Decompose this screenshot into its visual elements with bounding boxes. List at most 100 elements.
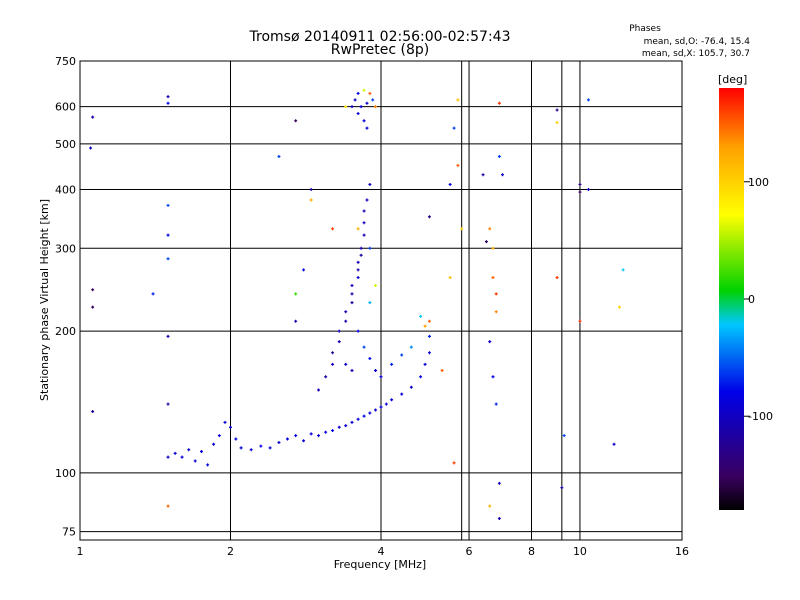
data-point bbox=[368, 411, 372, 415]
data-point bbox=[456, 98, 460, 102]
data-point bbox=[621, 268, 625, 272]
data-point bbox=[91, 305, 95, 309]
data-point bbox=[356, 268, 360, 272]
y-tick-label: 100 bbox=[55, 467, 76, 480]
data-point bbox=[456, 163, 460, 167]
data-point bbox=[365, 198, 369, 202]
data-point bbox=[409, 385, 413, 389]
colorbar-label: [deg] bbox=[718, 73, 747, 86]
y-tick-label: 75 bbox=[62, 526, 76, 539]
y-tick-label: 600 bbox=[55, 101, 76, 114]
data-point bbox=[285, 437, 289, 441]
y-tick-label: 750 bbox=[55, 55, 76, 68]
data-point bbox=[356, 329, 360, 333]
data-point bbox=[488, 227, 492, 231]
data-point bbox=[452, 126, 456, 130]
data-point bbox=[294, 292, 298, 296]
data-point bbox=[259, 444, 263, 448]
chart-subtitle: RwPretec (8p) bbox=[331, 42, 429, 58]
data-point bbox=[362, 414, 366, 418]
data-point bbox=[374, 368, 378, 372]
data-point bbox=[234, 437, 238, 441]
data-point bbox=[488, 340, 492, 344]
data-point bbox=[368, 246, 372, 250]
data-point bbox=[362, 221, 366, 225]
data-point bbox=[350, 284, 354, 288]
data-point bbox=[371, 98, 375, 102]
data-point bbox=[344, 319, 348, 323]
data-point bbox=[578, 182, 582, 186]
data-point bbox=[356, 91, 360, 95]
data-point bbox=[423, 362, 427, 366]
data-point bbox=[356, 227, 360, 231]
data-point bbox=[173, 451, 177, 455]
data-point bbox=[212, 442, 216, 446]
data-point bbox=[91, 288, 95, 292]
data-point bbox=[337, 340, 341, 344]
data-point bbox=[368, 182, 372, 186]
data-point bbox=[317, 434, 321, 438]
data-point bbox=[356, 260, 360, 264]
data-point bbox=[309, 187, 313, 191]
data-point bbox=[374, 284, 378, 288]
data-point bbox=[166, 101, 170, 105]
data-point bbox=[356, 417, 360, 421]
data-point bbox=[331, 351, 335, 355]
data-point bbox=[359, 105, 363, 109]
data-point bbox=[239, 446, 243, 450]
data-point bbox=[497, 516, 501, 520]
x-tick-label: 8 bbox=[528, 545, 535, 558]
data-point bbox=[494, 310, 498, 314]
data-point bbox=[206, 463, 210, 467]
data-point bbox=[356, 112, 360, 116]
data-point bbox=[379, 375, 383, 379]
data-point bbox=[419, 375, 423, 379]
colorbar-tick-label: 100 bbox=[748, 176, 769, 189]
data-point bbox=[427, 351, 431, 355]
x-tick-label: 1 bbox=[77, 545, 84, 558]
data-point bbox=[350, 105, 354, 109]
data-point bbox=[368, 301, 372, 305]
data-point bbox=[344, 310, 348, 314]
data-point bbox=[379, 405, 383, 409]
data-point bbox=[362, 345, 366, 349]
data-point bbox=[612, 442, 616, 446]
stats-o: mean, sd,O: -76.4, 15.4 bbox=[644, 37, 751, 47]
data-point bbox=[344, 362, 348, 366]
colorbar-tick-label: 0 bbox=[748, 293, 755, 306]
stats-x: mean, sd,X: 105.7, 30.7 bbox=[642, 49, 750, 59]
data-point bbox=[359, 246, 363, 250]
data-point bbox=[400, 353, 404, 357]
data-point bbox=[223, 420, 227, 424]
y-tick-label: 200 bbox=[55, 325, 76, 338]
data-point bbox=[555, 121, 559, 125]
data-point bbox=[497, 155, 501, 159]
data-point bbox=[353, 98, 357, 102]
data-point bbox=[249, 448, 253, 452]
data-point bbox=[294, 434, 298, 438]
data-point bbox=[368, 356, 372, 360]
data-point bbox=[400, 392, 404, 396]
data-point bbox=[427, 319, 431, 323]
data-point bbox=[618, 305, 622, 309]
data-point bbox=[337, 329, 341, 333]
data-point bbox=[302, 439, 306, 443]
data-point bbox=[324, 430, 328, 434]
data-point bbox=[555, 276, 559, 280]
data-point bbox=[578, 190, 582, 194]
data-point bbox=[166, 334, 170, 338]
data-point bbox=[560, 486, 564, 490]
data-point bbox=[193, 459, 197, 463]
data-point bbox=[180, 455, 184, 459]
data-point bbox=[460, 227, 464, 231]
data-point bbox=[578, 319, 582, 323]
data-point bbox=[419, 314, 423, 318]
data-point bbox=[331, 227, 335, 231]
data-point bbox=[350, 368, 354, 372]
data-point bbox=[488, 504, 492, 508]
data-point bbox=[350, 420, 354, 424]
x-tick-label: 10 bbox=[573, 545, 587, 558]
data-point bbox=[384, 402, 388, 406]
data-point bbox=[362, 233, 366, 237]
